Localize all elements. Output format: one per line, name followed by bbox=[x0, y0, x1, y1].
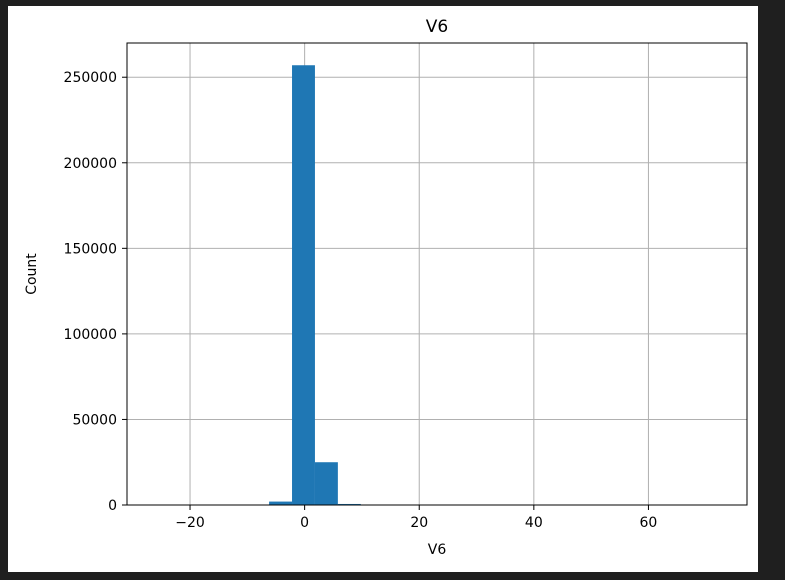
y-tick-label: 50000 bbox=[72, 412, 117, 428]
y-axis-ticks: 0 50000 100000 150000 200000 250000 bbox=[64, 70, 127, 514]
x-tick-label: 40 bbox=[525, 515, 543, 531]
chart-title: V6 bbox=[426, 17, 448, 37]
x-axis-ticks: −20 0 20 40 60 bbox=[175, 505, 657, 531]
histogram-bar bbox=[337, 503, 361, 505]
grid-lines bbox=[127, 43, 747, 506]
x-tick-label: 20 bbox=[410, 515, 428, 531]
histogram-bar bbox=[292, 65, 315, 505]
histogram-bars bbox=[246, 65, 728, 505]
y-tick-label: 250000 bbox=[64, 70, 117, 86]
x-tick-label: 0 bbox=[300, 515, 309, 531]
x-tick-label: −20 bbox=[175, 515, 205, 531]
plot-area-frame bbox=[126, 42, 748, 506]
figure-canvas bbox=[8, 6, 758, 572]
y-axis-label: Count bbox=[24, 253, 40, 295]
x-axis-label: V6 bbox=[428, 542, 447, 558]
x-tick-label: 60 bbox=[640, 515, 658, 531]
y-tick-label: 150000 bbox=[64, 241, 117, 257]
histogram-bar bbox=[269, 501, 293, 505]
y-tick-label: 100000 bbox=[64, 327, 117, 343]
y-tick-label: 0 bbox=[108, 498, 117, 514]
histogram-bar bbox=[314, 462, 338, 505]
y-tick-label: 200000 bbox=[64, 156, 117, 172]
